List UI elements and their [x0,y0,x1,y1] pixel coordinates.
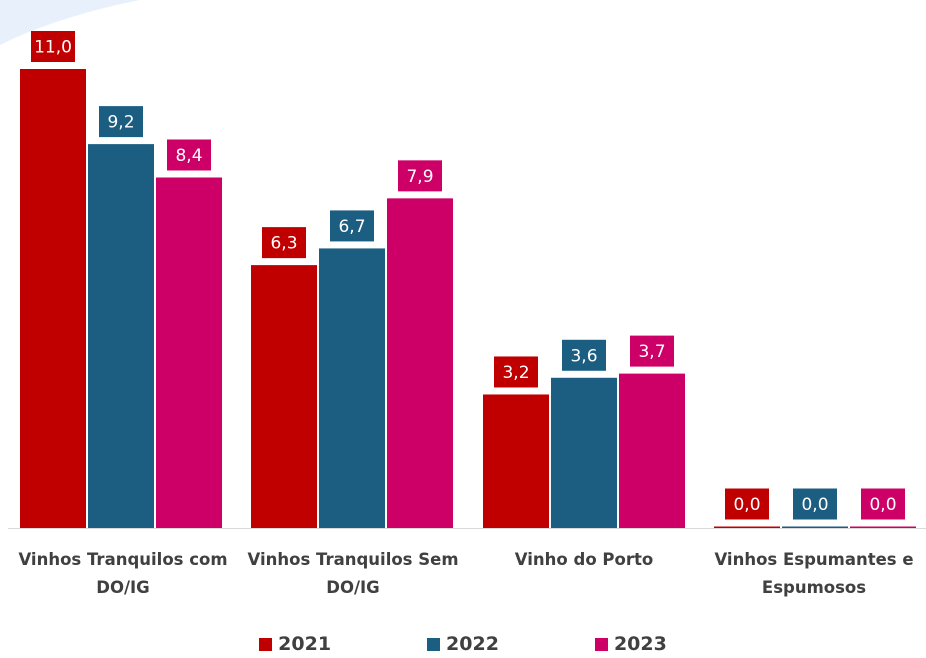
data-label-2022-1: 6,7 [338,217,365,237]
bar-2022-0 [88,144,154,529]
bar-chart: 11,0 9,2 8,4 6,3 6,7 7,9 3,2 3,6 3,7 0,0 0,0 0,0 [8,31,926,529]
data-label-box-2023-0 [167,139,211,171]
bar-2023-0 [156,177,222,528]
category-label-1: Vinhos Tranquilos Sem DO/IG [247,550,459,597]
data-label-2023-0: 8,4 [175,146,202,166]
legend-swatch-2023 [594,637,608,651]
legend-label-2023: 2023 [613,633,667,655]
bar-2023-2 [619,373,685,528]
bar-2022-2 [551,377,617,528]
data-label-2022-2: 3,6 [570,346,597,366]
data-label-box-2021-3 [725,488,769,520]
data-label-box-2023-1 [398,160,442,192]
data-label-box-2021-0 [31,31,75,62]
data-label-2023-1: 7,9 [406,167,433,187]
bar-2021-1 [251,265,317,528]
legend-swatch-2021 [259,637,273,651]
background-swoosh [0,0,140,45]
bar-2021-3 [714,526,780,528]
data-label-box-2021-2 [494,356,538,388]
bar-2023-3 [850,526,916,528]
data-label-2023-3: 0,0 [869,495,896,515]
legend-label-2022: 2022 [446,633,499,655]
data-label-box-2021-1 [262,227,306,259]
data-label-box-2022-2 [562,339,606,371]
category-label-3: Vinhos Espumantes e Espumosos [714,550,914,597]
legend-item-2022: 2022 [427,633,499,655]
data-label-box-2022-0 [99,106,143,138]
bar-2021-2 [483,394,549,528]
bar-2022-1 [319,248,385,528]
legend-label-2021: 2021 [278,633,332,655]
bar-2021-0 [20,69,86,528]
data-label-2021-0: 11,0 [34,38,72,58]
legend-item-2021: 2021 [259,633,331,655]
data-label-box-2023-3 [861,488,905,520]
data-label-2021-1: 6,3 [270,234,297,254]
data-label-2023-2: 3,7 [638,342,665,362]
legend-swatch-2022 [427,637,441,651]
category-label-2: Vinho do Porto [514,550,654,569]
legend-item-2023: 2023 [594,633,667,655]
data-label-2022-0: 9,2 [107,113,134,133]
data-label-2021-3: 0,0 [733,495,760,515]
data-label-2021-2: 3,2 [502,363,529,383]
legend: 2021 2022 2023 [0,633,926,655]
data-label-2022-3: 0,0 [801,495,828,515]
bar-2023-1 [387,198,453,528]
bar-2022-3 [782,526,848,528]
data-label-box-2022-1 [330,210,374,242]
category-label-0: Vinhos Tranquilos com DO/IG [18,550,228,597]
data-label-box-2022-3 [793,488,837,520]
data-label-box-2023-2 [630,335,674,367]
